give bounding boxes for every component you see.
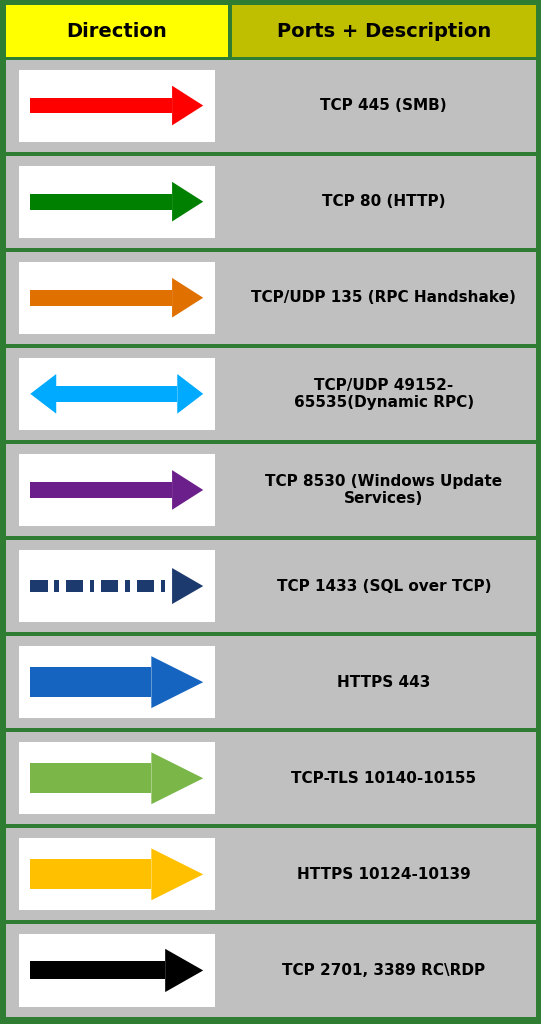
- Bar: [18, 550, 215, 623]
- Polygon shape: [151, 753, 203, 804]
- Bar: [137, 581, 154, 592]
- Bar: [5, 636, 536, 728]
- Bar: [18, 934, 215, 1007]
- Polygon shape: [172, 278, 203, 317]
- Bar: [56, 386, 177, 401]
- Bar: [30, 859, 151, 890]
- Bar: [30, 962, 165, 980]
- Bar: [126, 581, 130, 592]
- Text: TCP/UDP 135 (RPC Handshake): TCP/UDP 135 (RPC Handshake): [252, 290, 516, 305]
- Polygon shape: [172, 470, 203, 510]
- Polygon shape: [177, 374, 203, 414]
- Text: TCP/UDP 49152-
65535(Dynamic RPC): TCP/UDP 49152- 65535(Dynamic RPC): [294, 378, 474, 410]
- Polygon shape: [172, 182, 203, 221]
- Bar: [5, 925, 536, 1017]
- Bar: [18, 742, 215, 814]
- Polygon shape: [151, 656, 203, 709]
- Text: HTTPS 10124-10139: HTTPS 10124-10139: [297, 867, 471, 882]
- Bar: [5, 156, 536, 248]
- Text: Direction: Direction: [67, 22, 167, 41]
- Text: TCP 445 (SMB): TCP 445 (SMB): [320, 98, 447, 113]
- Bar: [30, 482, 172, 498]
- Bar: [5, 348, 536, 440]
- Bar: [232, 5, 536, 57]
- Bar: [30, 290, 172, 306]
- Text: TCP 2701, 3389 RC\RDP: TCP 2701, 3389 RC\RDP: [282, 963, 485, 978]
- Polygon shape: [151, 849, 203, 900]
- Bar: [18, 646, 215, 718]
- Text: TCP-TLS 10140-10155: TCP-TLS 10140-10155: [291, 771, 476, 785]
- Bar: [30, 667, 151, 697]
- Text: TCP 1433 (SQL over TCP): TCP 1433 (SQL over TCP): [276, 579, 491, 594]
- Polygon shape: [165, 949, 203, 992]
- Polygon shape: [30, 374, 56, 414]
- Bar: [18, 357, 215, 430]
- Bar: [5, 59, 536, 152]
- Polygon shape: [172, 86, 203, 125]
- Bar: [18, 262, 215, 334]
- Text: Ports + Description: Ports + Description: [276, 22, 491, 41]
- Bar: [90, 581, 94, 592]
- Bar: [5, 443, 536, 536]
- Bar: [30, 97, 172, 114]
- Bar: [5, 732, 536, 824]
- Bar: [18, 166, 215, 238]
- Bar: [18, 454, 215, 526]
- Bar: [5, 252, 536, 344]
- Bar: [18, 70, 215, 141]
- Bar: [5, 540, 536, 632]
- Text: TCP 80 (HTTP): TCP 80 (HTTP): [322, 195, 445, 209]
- Bar: [5, 828, 536, 921]
- Text: TCP 8530 (Windows Update
Services): TCP 8530 (Windows Update Services): [265, 474, 502, 506]
- Bar: [66, 581, 83, 592]
- Bar: [101, 581, 118, 592]
- Polygon shape: [172, 568, 203, 604]
- Text: HTTPS 443: HTTPS 443: [337, 675, 431, 689]
- Bar: [30, 194, 172, 210]
- Bar: [30, 763, 151, 794]
- Bar: [30, 581, 48, 592]
- Bar: [55, 581, 59, 592]
- Bar: [18, 839, 215, 910]
- Bar: [161, 581, 165, 592]
- Bar: [5, 5, 228, 57]
